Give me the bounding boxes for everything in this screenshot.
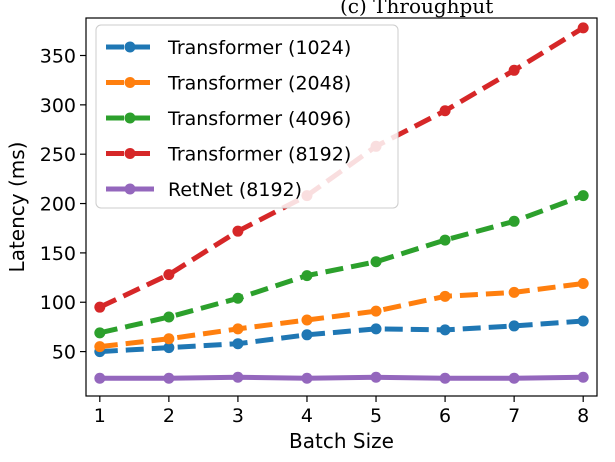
data-point (577, 190, 589, 202)
legend: Transformer (1024) Transformer (2048) Tran… (95, 24, 399, 209)
data-point (232, 371, 244, 383)
data-point (163, 372, 175, 384)
y-axis-label: Latency (ms) (5, 142, 29, 273)
data-point (370, 256, 382, 268)
data-point (439, 234, 451, 246)
data-point (232, 323, 244, 335)
y-tick-label: 350 (40, 46, 76, 68)
data-point (439, 105, 451, 117)
series-line (99, 193, 585, 336)
data-point (163, 269, 175, 281)
data-point (163, 342, 175, 354)
legend-label: Transformer (1024) (167, 37, 351, 59)
data-point (577, 371, 589, 383)
data-point (508, 286, 520, 298)
y-tick-label: 100 (40, 292, 76, 314)
data-point (508, 64, 520, 76)
data-point (94, 372, 106, 384)
x-tick-label: 8 (577, 405, 589, 427)
legend-marker (124, 112, 136, 124)
data-point (94, 341, 106, 353)
y-axis: 50 100 150 200 250 300 350 (40, 46, 86, 364)
plot-area (94, 22, 589, 384)
data-point (301, 329, 313, 341)
data-point (232, 225, 244, 237)
data-point (577, 315, 589, 327)
data-point (163, 311, 175, 323)
legend-label: Transformer (4096) (167, 108, 351, 130)
data-point (439, 372, 451, 384)
data-point (508, 320, 520, 332)
x-axis-label: Batch Size (289, 429, 394, 453)
data-point (301, 372, 313, 384)
x-tick-label: 6 (439, 405, 451, 427)
data-point (370, 305, 382, 317)
legend-label: RetNet (8192) (168, 179, 302, 201)
x-tick-label: 5 (370, 405, 382, 427)
y-tick-label: 200 (40, 194, 76, 216)
data-point (163, 333, 175, 345)
series-transformer-1024 (94, 315, 589, 358)
x-tick-label: 3 (232, 405, 244, 427)
legend-marker (124, 148, 136, 159)
data-point (508, 372, 520, 384)
x-axis: 1 2 3 4 5 6 7 8 (94, 396, 589, 427)
y-tick-label: 300 (40, 95, 76, 117)
legend-item-retnet-8192: RetNet (8192) (106, 179, 302, 201)
data-point (370, 371, 382, 383)
legend-item-transformer-4096: Transformer (4096) (106, 108, 351, 130)
data-point (439, 290, 451, 302)
data-point (94, 327, 106, 339)
x-tick-label: 4 (301, 405, 313, 427)
x-tick-label: 2 (163, 405, 175, 427)
data-point (232, 338, 244, 350)
data-point (439, 324, 451, 336)
legend-marker (124, 183, 136, 195)
chart-title: (c) Throughput (340, 0, 493, 18)
data-point (370, 323, 382, 335)
data-point (577, 277, 589, 289)
y-tick-label: 250 (40, 144, 76, 166)
y-tick-label: 50 (52, 342, 76, 364)
legend-item-transformer-1024: Transformer (1024) (106, 37, 351, 59)
y-tick-label: 150 (40, 243, 76, 265)
data-point (301, 314, 313, 326)
plot-frame (85, 17, 598, 397)
series-line (99, 318, 584, 355)
data-point (232, 292, 244, 304)
x-tick-label: 7 (508, 405, 520, 427)
series-retnet-8192 (94, 371, 589, 384)
legend-item-transformer-8192: Transformer (8192) (106, 144, 351, 166)
x-tick-label: 1 (94, 405, 106, 427)
data-point (94, 301, 106, 313)
series-line (99, 374, 584, 381)
series-transformer-2048 (94, 277, 589, 353)
legend-label: Transformer (8192) (167, 144, 351, 166)
series-transformer-4096 (94, 190, 589, 339)
legend-label: Transformer (2048) (167, 73, 351, 95)
legend-marker (124, 41, 136, 53)
series-line (98, 25, 585, 310)
legend-box (95, 24, 399, 209)
legend-marker (124, 77, 136, 88)
series-line (99, 281, 584, 350)
data-point (508, 215, 520, 227)
data-point (301, 270, 313, 282)
legend-item-transformer-2048: Transformer (2048) (106, 73, 351, 95)
data-point (577, 22, 589, 34)
